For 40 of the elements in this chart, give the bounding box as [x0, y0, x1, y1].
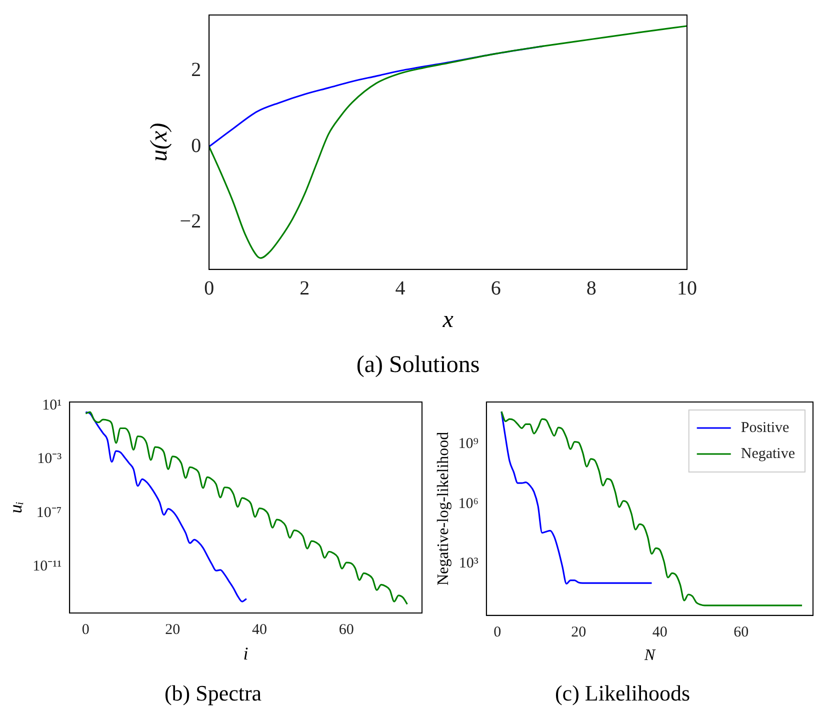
line-series [84, 411, 408, 605]
y-axis-title: uᵢ [6, 501, 26, 514]
x-tick-label: 60 [734, 624, 749, 640]
x-tick-label: 0 [494, 624, 502, 640]
y-tick-label: 10⁻³ [37, 451, 62, 468]
x-tick-label: 60 [338, 622, 354, 638]
legend-label: Negative [740, 446, 796, 462]
y-tick-label: 10⁻⁷ [36, 504, 62, 521]
line-series [209, 25, 687, 259]
x-tick-label: 40 [252, 622, 267, 638]
y-tick-label: 2 [191, 58, 202, 81]
y-tick-label: 10⁹ [458, 436, 478, 452]
text: (b) Spectra [164, 680, 262, 706]
y-axis-title: Negative-log-likelihood [434, 432, 452, 586]
x-axis-title: i [243, 644, 248, 664]
x-tick-label: 10 [677, 278, 697, 300]
x-axis-title: N [643, 647, 656, 664]
line-series [84, 411, 248, 602]
text: (c) Likelihoods [554, 680, 690, 706]
line-series [209, 45, 544, 148]
x-tick-label: 40 [652, 624, 668, 640]
x-tick-label: 2 [300, 278, 310, 300]
x-tick-label: 6 [490, 278, 501, 300]
line-series [500, 410, 653, 584]
x-axis-title: x [442, 307, 454, 334]
y-tick-label: 10³ [458, 556, 479, 572]
y-tick-label: 0 [191, 134, 202, 157]
x-tick-label: 20 [571, 624, 586, 640]
x-tick-label: 8 [586, 278, 596, 300]
x-tick-label: 4 [395, 278, 406, 300]
y-tick-label: 10⁶ [458, 496, 478, 512]
y-tick-label: −2 [180, 210, 202, 233]
text: (a) Solutions [356, 352, 480, 378]
y-tick-label: 10¹ [42, 397, 62, 414]
x-tick-label: 0 [82, 622, 90, 638]
x-tick-label: 20 [165, 622, 180, 638]
legend-label: Positive [740, 420, 790, 436]
line-series [500, 410, 803, 606]
y-tick-label: 10⁻¹¹ [32, 558, 62, 575]
y-axis-title: u(x) [146, 122, 173, 162]
